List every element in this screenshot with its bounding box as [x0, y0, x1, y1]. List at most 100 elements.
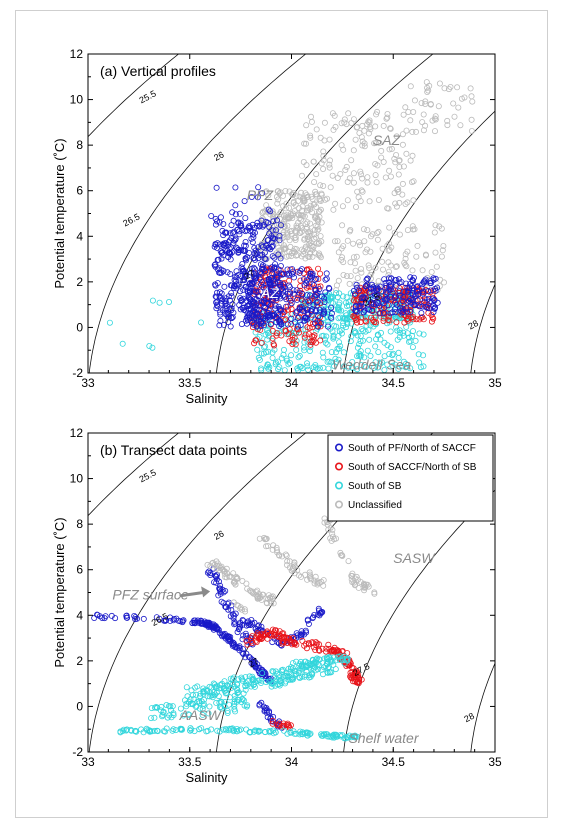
data-point [340, 271, 347, 278]
data-point [238, 321, 245, 328]
data-point [399, 309, 406, 316]
data-point [219, 296, 226, 303]
data-point [286, 338, 293, 345]
data-point [258, 635, 265, 642]
data-point [286, 237, 293, 244]
data-point [235, 626, 242, 633]
data-point [335, 306, 342, 313]
data-point [277, 252, 284, 259]
data-point [384, 242, 391, 249]
data-point [124, 614, 131, 621]
data-point [379, 258, 386, 265]
data-point [287, 639, 294, 646]
data-point [334, 174, 341, 181]
data-point [392, 361, 399, 368]
data-point [186, 711, 193, 718]
data-point [353, 124, 360, 131]
data-point [284, 730, 291, 737]
data-point [220, 726, 227, 733]
data-point [300, 247, 307, 254]
data-point [228, 235, 235, 242]
data-point [423, 283, 430, 290]
legend-entry: South of SACCF/North of SB [348, 462, 477, 473]
data-point [252, 285, 259, 292]
y-tick-label: 6 [76, 184, 83, 198]
data-point [218, 699, 225, 706]
data-point [395, 188, 402, 195]
data-point [293, 224, 300, 231]
data-point [351, 290, 358, 297]
data-point [264, 291, 271, 298]
data-point [344, 237, 351, 244]
data-point [163, 725, 170, 732]
data-point [270, 668, 277, 675]
data-point [258, 266, 265, 273]
data-point [430, 309, 437, 316]
data-point [316, 306, 323, 313]
data-point [299, 729, 306, 736]
x-tick-label: 34 [285, 376, 299, 390]
data-point [315, 275, 322, 282]
data-point [160, 709, 167, 716]
data-point [366, 198, 373, 205]
data-point [270, 216, 277, 223]
data-point [277, 208, 284, 215]
data-point [353, 253, 360, 260]
data-point [239, 695, 246, 702]
isopycnal-label: 26.5 [150, 611, 170, 628]
y-tick-label: 12 [70, 47, 84, 61]
data-point [395, 171, 402, 178]
data-point [262, 631, 269, 638]
data-point [292, 341, 299, 348]
data-point [269, 546, 276, 553]
data-point [317, 270, 324, 277]
data-point [292, 319, 299, 326]
data-point [315, 641, 322, 648]
data-point [400, 163, 407, 170]
data-point [213, 184, 220, 191]
data-point [418, 309, 425, 316]
data-point [316, 250, 323, 257]
x-tick-label: 33 [81, 376, 95, 390]
data-point [311, 276, 318, 283]
data-point [265, 206, 272, 213]
data-point [304, 617, 311, 624]
data-point [209, 559, 216, 566]
data-point [248, 265, 255, 272]
data-point [241, 702, 248, 709]
data-point [233, 643, 240, 650]
data-point [366, 289, 373, 296]
data-point [229, 209, 236, 216]
data-point [316, 208, 323, 215]
zone-label: PFZ [247, 187, 274, 203]
data-point [295, 212, 302, 219]
data-point [354, 733, 361, 740]
data-point [347, 259, 354, 266]
data-point [267, 320, 274, 327]
data-point [342, 166, 349, 173]
data-point [258, 350, 265, 357]
data-point [320, 364, 327, 371]
data-point [253, 323, 260, 330]
data-point [354, 366, 361, 373]
data-point [245, 677, 252, 684]
data-point [399, 131, 406, 138]
data-point [379, 245, 386, 252]
data-point [273, 676, 280, 683]
data-point [304, 219, 311, 226]
data-point [268, 680, 275, 687]
data-point [232, 708, 239, 715]
data-point [132, 727, 139, 734]
data-point [402, 364, 409, 371]
data-point [108, 612, 115, 619]
data-point [328, 537, 335, 544]
data-point [302, 331, 309, 338]
data-point [272, 305, 279, 312]
data-point [410, 197, 417, 204]
data-point [244, 702, 251, 709]
data-point [170, 710, 177, 717]
data-point [281, 367, 288, 373]
data-point [338, 326, 345, 333]
data-point [355, 239, 362, 246]
data-point [343, 273, 350, 280]
